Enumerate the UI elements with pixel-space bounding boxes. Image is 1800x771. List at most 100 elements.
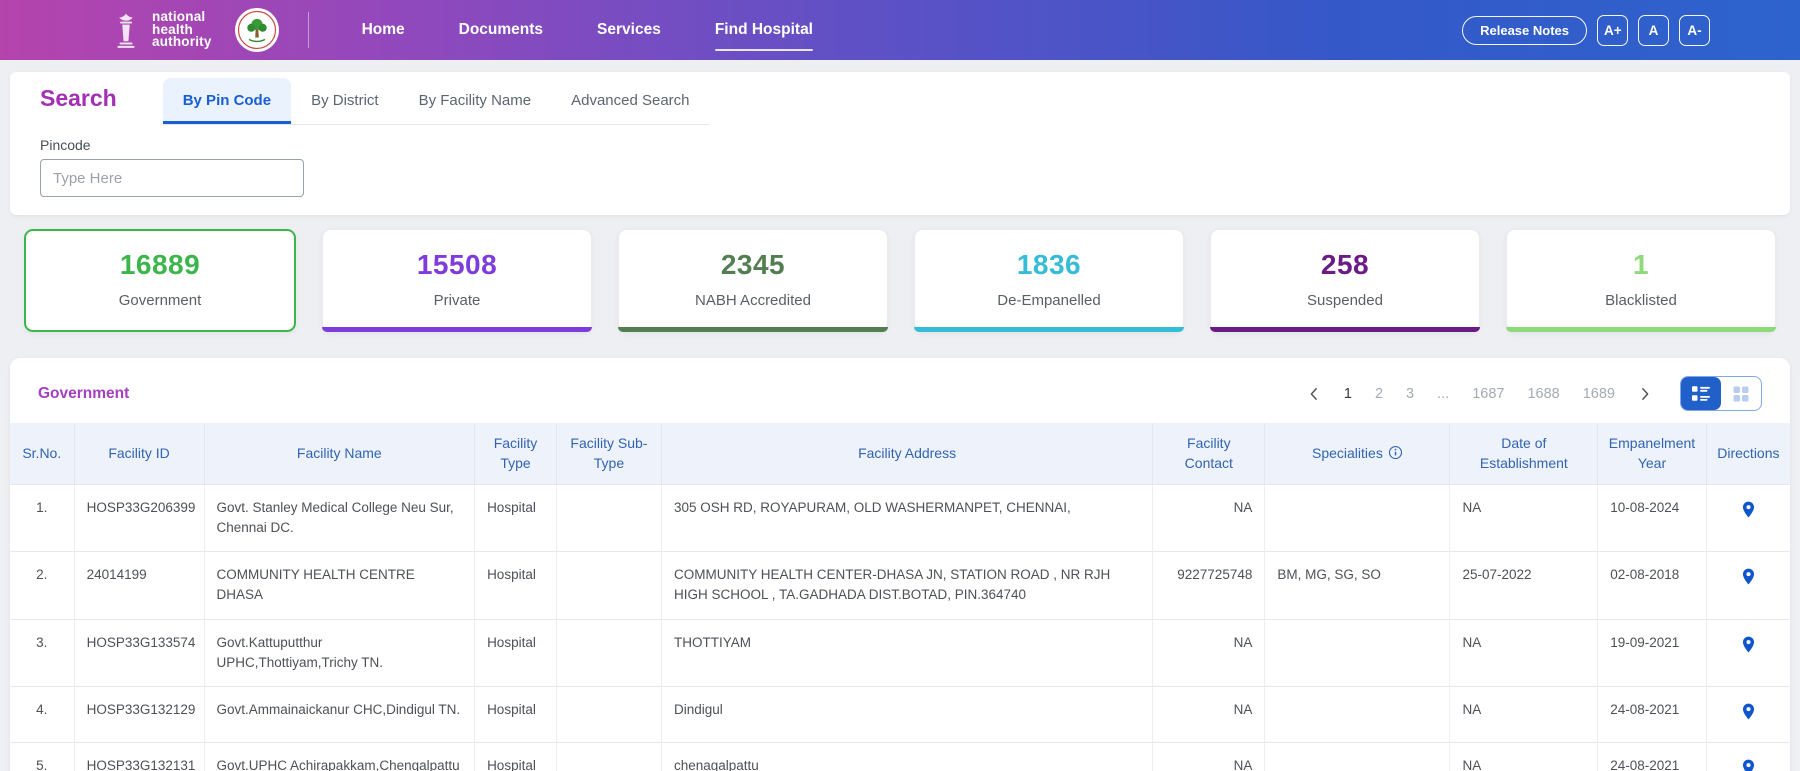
cell-directions bbox=[1706, 687, 1790, 743]
cell-facility-contact: NA bbox=[1153, 619, 1265, 687]
stat-accent-bar bbox=[914, 327, 1184, 332]
results-tools: 1 2 3 ... 1687 1688 1689 bbox=[1307, 376, 1762, 411]
results-title: Government bbox=[38, 385, 129, 403]
nav-item-home[interactable]: Home bbox=[335, 0, 432, 60]
brand-name: national health authority bbox=[152, 11, 212, 49]
cell-specialities bbox=[1265, 687, 1450, 743]
cell-specialities bbox=[1265, 619, 1450, 687]
stat-card-private[interactable]: 15508 Private bbox=[322, 229, 592, 332]
page-number[interactable]: 1688 bbox=[1527, 386, 1559, 402]
font-increase-button[interactable]: A+ bbox=[1597, 15, 1628, 46]
cell-date-established: NA bbox=[1450, 743, 1598, 771]
tab-by-pin-code[interactable]: By Pin Code bbox=[163, 78, 291, 124]
info-icon[interactable] bbox=[1388, 445, 1403, 460]
stat-label: Blacklisted bbox=[1507, 292, 1775, 309]
stat-accent-bar bbox=[1506, 327, 1776, 332]
cell-facility-address: 305 OSH RD, ROYAPURAM, OLD WASHERMANPET,… bbox=[661, 484, 1152, 552]
chevron-left-icon[interactable] bbox=[1307, 387, 1321, 401]
table-row: 5. HOSP33G132131 Govt.UPHC Achirapakkam,… bbox=[10, 743, 1790, 771]
page-number[interactable]: 1687 bbox=[1472, 386, 1504, 402]
search-tabs: By Pin Code By District By Facility Name… bbox=[163, 78, 710, 125]
font-normal-button[interactable]: A bbox=[1638, 15, 1669, 46]
cell-specialities bbox=[1265, 484, 1450, 552]
stat-card-blacklisted[interactable]: 1 Blacklisted bbox=[1506, 229, 1776, 332]
cell-facility-type: Hospital bbox=[475, 619, 557, 687]
stats-row: 16889 Government 15508 Private 2345 NABH… bbox=[24, 229, 1776, 332]
map-pin-icon[interactable] bbox=[1739, 756, 1758, 771]
page-number[interactable]: 1 bbox=[1344, 386, 1352, 402]
cell-facility-name: Govt.Kattuputthur UPHC,Thottiyam,Trichy … bbox=[204, 619, 475, 687]
page-number[interactable]: 2 bbox=[1375, 386, 1383, 402]
table-row: 4. HOSP33G132129 Govt.Ammainaickanur CHC… bbox=[10, 687, 1790, 743]
col-directions: Directions bbox=[1706, 423, 1790, 484]
grid-view-icon[interactable] bbox=[1721, 377, 1761, 410]
map-pin-icon[interactable] bbox=[1739, 700, 1758, 723]
chevron-right-icon[interactable] bbox=[1638, 387, 1652, 401]
col-facility-sub-type: Facility Sub-Type bbox=[556, 423, 661, 484]
map-pin-icon[interactable] bbox=[1739, 498, 1758, 521]
stat-value: 2345 bbox=[619, 249, 887, 281]
col-facility-id: Facility ID bbox=[74, 423, 204, 484]
stat-accent-bar bbox=[618, 327, 888, 332]
cell-facility-id: 24014199 bbox=[74, 552, 204, 620]
search-panel: Search By Pin Code By District By Facili… bbox=[10, 72, 1790, 215]
map-pin-icon[interactable] bbox=[1739, 565, 1758, 588]
nav-item-services[interactable]: Services bbox=[570, 0, 688, 60]
tab-by-district[interactable]: By District bbox=[291, 78, 399, 124]
cell-facility-address: COMMUNITY HEALTH CENTER-DHASA JN, STATIO… bbox=[661, 552, 1152, 620]
search-title: Search bbox=[40, 85, 117, 125]
map-pin-icon[interactable] bbox=[1739, 633, 1758, 656]
stat-card-de-empanelled[interactable]: 1836 De-Empanelled bbox=[914, 229, 1184, 332]
stat-card-suspended[interactable]: 258 Suspended bbox=[1210, 229, 1480, 332]
stat-accent-bar bbox=[322, 327, 592, 332]
cell-empanelment-year: 24-08-2021 bbox=[1598, 743, 1707, 771]
pincode-label: Pincode bbox=[40, 137, 1760, 153]
font-decrease-button[interactable]: A- bbox=[1679, 15, 1710, 46]
tab-advanced-search[interactable]: Advanced Search bbox=[551, 78, 709, 124]
pmjay-logo-icon bbox=[234, 7, 280, 53]
cell-sr-no: 1. bbox=[10, 484, 74, 552]
nav-item-documents[interactable]: Documents bbox=[432, 0, 570, 60]
cell-empanelment-year: 10-08-2024 bbox=[1598, 484, 1707, 552]
stat-value: 1 bbox=[1507, 249, 1775, 281]
col-empanelment-year: Empanelment Year bbox=[1598, 423, 1707, 484]
cell-empanelment-year: 19-09-2021 bbox=[1598, 619, 1707, 687]
cell-facility-name: Govt.UPHC Achirapakkam,Chengalpattu TN. bbox=[204, 743, 475, 771]
cell-facility-type: Hospital bbox=[475, 552, 557, 620]
cell-facility-address: chenagalpattu bbox=[661, 743, 1152, 771]
col-sr-no: Sr.No. bbox=[10, 423, 74, 484]
cell-sr-no: 5. bbox=[10, 743, 74, 771]
cell-directions bbox=[1706, 552, 1790, 620]
page-number[interactable]: 3 bbox=[1406, 386, 1414, 402]
cell-facility-type: Hospital bbox=[475, 484, 557, 552]
cell-facility-address: Dindigul bbox=[661, 687, 1152, 743]
table-row: 1. HOSP33G206399 Govt. Stanley Medical C… bbox=[10, 484, 1790, 552]
stat-value: 258 bbox=[1211, 249, 1479, 281]
tab-by-facility-name[interactable]: By Facility Name bbox=[399, 78, 552, 124]
stat-value: 16889 bbox=[26, 249, 294, 281]
col-specialities: Specialities bbox=[1265, 423, 1450, 484]
cell-facility-id: HOSP33G132129 bbox=[74, 687, 204, 743]
pincode-input[interactable] bbox=[40, 159, 304, 197]
stat-accent-bar bbox=[1210, 327, 1480, 332]
cell-facility-type: Hospital bbox=[475, 687, 557, 743]
cell-facility-address: THOTTIYAM bbox=[661, 619, 1152, 687]
brand-logo[interactable]: national health authority bbox=[112, 7, 280, 53]
cell-sr-no: 2. bbox=[10, 552, 74, 620]
cell-facility-name: COMMUNITY HEALTH CENTRE DHASA bbox=[204, 552, 475, 620]
col-facility-type: Facility Type bbox=[475, 423, 557, 484]
release-notes-button[interactable]: Release Notes bbox=[1462, 16, 1587, 45]
cell-empanelment-year: 24-08-2021 bbox=[1598, 687, 1707, 743]
header-divider bbox=[308, 12, 309, 48]
list-view-icon[interactable] bbox=[1681, 377, 1721, 410]
nav-item-find-hospital[interactable]: Find Hospital bbox=[688, 0, 840, 60]
header-actions: Release Notes A+ A A- bbox=[1462, 15, 1710, 46]
stat-card-nabh-accredited[interactable]: 2345 NABH Accredited bbox=[618, 229, 888, 332]
cell-date-established: NA bbox=[1450, 687, 1598, 743]
cell-facility-id: HOSP33G133574 bbox=[74, 619, 204, 687]
cell-facility-name: Govt. Stanley Medical College Neu Sur, C… bbox=[204, 484, 475, 552]
col-facility-address: Facility Address bbox=[661, 423, 1152, 484]
cell-facility-id: HOSP33G206399 bbox=[74, 484, 204, 552]
stat-card-government[interactable]: 16889 Government bbox=[24, 229, 296, 332]
page-number[interactable]: 1689 bbox=[1583, 386, 1615, 402]
